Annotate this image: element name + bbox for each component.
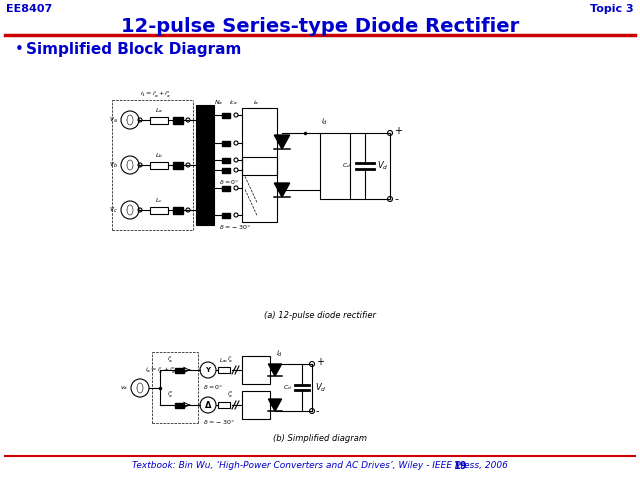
Text: $\delta=-30°$: $\delta=-30°$ [219, 223, 251, 231]
Text: $i_d$: $i_d$ [321, 117, 328, 127]
Bar [173, 206, 183, 214]
Bar [150, 206, 168, 214]
Text: $V_d$: $V_d$ [315, 381, 326, 394]
Bar [320, 133, 350, 199]
Bar [218, 367, 230, 373]
Bar [218, 402, 230, 408]
Bar [222, 112, 230, 118]
Bar [150, 117, 168, 123]
Text: $v_b$: $v_b$ [109, 160, 118, 169]
Text: Simplified Block Diagram: Simplified Block Diagram [26, 42, 241, 57]
Polygon shape [275, 135, 290, 149]
Text: •: • [15, 42, 24, 57]
Text: Topic 3: Topic 3 [590, 4, 634, 14]
Bar [242, 356, 270, 384]
Bar [242, 391, 270, 419]
Polygon shape [268, 364, 282, 376]
Text: $L_{ac}$: $L_{ac}$ [220, 356, 228, 365]
Text: $i_a$: $i_a$ [253, 98, 259, 107]
Bar [173, 117, 183, 123]
Text: $i_d$: $i_d$ [276, 349, 284, 359]
Bar [242, 157, 277, 222]
Text: (b) Simplified diagram: (b) Simplified diagram [273, 434, 367, 443]
Bar [173, 161, 183, 168]
Bar [222, 168, 230, 172]
Text: $i_a''$: $i_a''$ [167, 390, 173, 400]
Text: $v_c$: $v_c$ [109, 205, 118, 215]
Text: 19: 19 [454, 461, 468, 471]
Bar [175, 368, 184, 372]
Text: $C_d$: $C_d$ [283, 383, 292, 392]
Text: -: - [316, 406, 319, 416]
Text: $L_b$: $L_b$ [155, 151, 163, 160]
Text: +: + [316, 357, 324, 367]
Text: $\delta=0°$: $\delta=0°$ [219, 178, 239, 186]
Text: $\delta=-30°$: $\delta=-30°$ [203, 418, 235, 426]
Text: $N_a$: $N_a$ [214, 98, 223, 107]
Bar [175, 403, 184, 408]
Text: $v_a$: $v_a$ [109, 115, 118, 125]
Text: 12-pulse Series-type Diode Rectifier: 12-pulse Series-type Diode Rectifier [121, 17, 519, 36]
Polygon shape [275, 183, 290, 197]
Text: Δ: Δ [205, 400, 211, 409]
Polygon shape [268, 399, 282, 411]
Text: EE8407: EE8407 [6, 4, 52, 14]
Text: (a) 12-pulse diode rectifier: (a) 12-pulse diode rectifier [264, 311, 376, 320]
Text: $V_d$: $V_d$ [377, 160, 388, 172]
Bar [222, 141, 230, 145]
Text: -: - [394, 194, 398, 204]
Text: Y: Y [205, 367, 211, 373]
Bar [222, 157, 230, 163]
Text: $C_{d}$: $C_{d}$ [342, 162, 351, 170]
Text: $L_a$: $L_a$ [155, 106, 163, 115]
Text: $L_c$: $L_c$ [155, 196, 163, 205]
Text: $i_a'$: $i_a'$ [167, 355, 173, 365]
Text: $v_a$: $v_a$ [120, 384, 128, 392]
Text: $i_a = i_a' + i_a''$: $i_a = i_a' + i_a''$ [145, 366, 175, 376]
Text: $\delta=0°$: $\delta=0°$ [203, 383, 223, 391]
Text: $i_a'$: $i_a'$ [227, 355, 233, 365]
Bar [242, 108, 277, 175]
Text: $i_1 = i_a' + i_a''$: $i_1 = i_a' + i_a''$ [140, 90, 171, 100]
Text: $i_a''$: $i_a''$ [227, 390, 233, 400]
Text: $i_{Ca}$: $i_{Ca}$ [229, 98, 239, 107]
Bar [150, 161, 168, 168]
Bar [222, 213, 230, 217]
Text: Textbook: Bin Wu, ‘High-Power Converters and AC Drives’, Wiley - IEEE Press, 200: Textbook: Bin Wu, ‘High-Power Converters… [132, 461, 508, 470]
Bar [196, 105, 214, 225]
Bar [222, 185, 230, 191]
Text: +: + [394, 126, 402, 136]
